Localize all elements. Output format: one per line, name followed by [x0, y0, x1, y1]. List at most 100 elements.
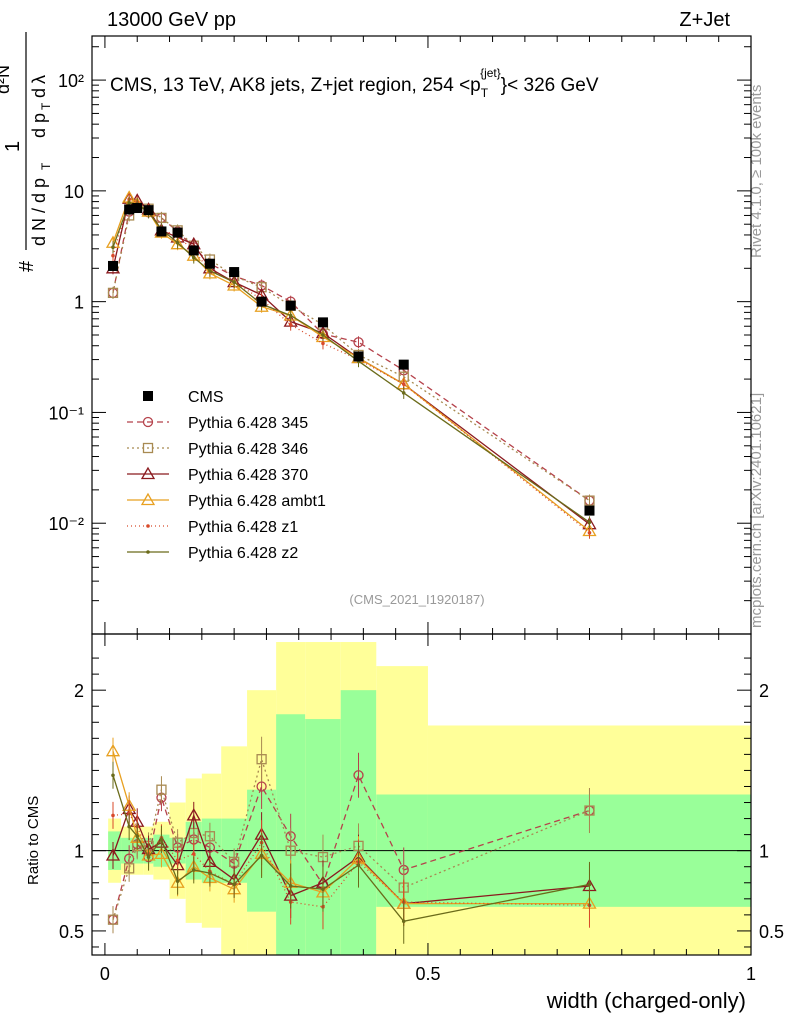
series-4-point-14	[587, 530, 592, 535]
reference-point-4	[156, 226, 167, 237]
ratio-3-point-0	[105, 743, 121, 757]
x-tick-label: 0.5	[415, 964, 440, 984]
ratio-5-point-3	[146, 855, 151, 859]
svg-text:d²N: d²N	[0, 65, 13, 94]
svg-text:#: #	[16, 260, 38, 272]
ratio-5-point-5	[175, 879, 180, 883]
ratio-line-4	[112, 813, 590, 908]
ratio-5-point-13	[401, 919, 406, 924]
legend-label-0: CMS	[188, 389, 224, 406]
series-4-point-13	[401, 382, 406, 386]
reference-label: (CMS_2021_I1920187)	[349, 592, 484, 607]
ratio-4-point-0	[111, 813, 115, 818]
chart-title: CMS, 13 TeV, AK8 jets, Z+jet region, 254…	[110, 66, 599, 100]
x-tick-label: 0	[100, 964, 110, 984]
series-5-point-5	[175, 240, 180, 245]
reference-point-8	[229, 267, 240, 278]
legend-label-3: Pythia 6.428 370	[188, 467, 308, 484]
svg-text:1: 1	[2, 141, 24, 152]
ratio-4-point-5	[175, 858, 180, 863]
series-0-point-12	[353, 337, 364, 348]
ratio-5-point-10	[288, 884, 293, 888]
legend-label-1: Pythia 6.428 345	[188, 415, 308, 432]
y-axis-label: # 1 d N / d p T # d p T d λ d²N	[0, 32, 53, 272]
ratio-3-point-4	[154, 846, 169, 860]
ratio-5-point-7	[208, 871, 212, 875]
ratio-tick-label-right: 0.5	[759, 922, 784, 942]
svg-text:d p: d p	[29, 113, 49, 138]
reference-point-14	[584, 505, 595, 516]
reference-point-5	[172, 227, 183, 238]
series-4-point-11	[321, 341, 325, 346]
reference-point-6	[188, 245, 199, 256]
legend-marker-6	[146, 550, 150, 554]
ratio-tick-label-left: 2	[74, 681, 84, 701]
svg-text:d: d	[29, 88, 49, 98]
ratio-5-point-11	[321, 887, 325, 891]
reference-point-13	[398, 359, 409, 370]
series-1-point-4	[156, 212, 167, 224]
legend-marker-2	[142, 442, 154, 454]
series-5-point-8	[232, 280, 236, 284]
series-4-point-0	[111, 253, 115, 258]
legend-marker-1	[142, 416, 154, 428]
series-5-point-14	[587, 520, 592, 525]
series-4-point-10	[288, 322, 293, 327]
ratio-band	[108, 642, 751, 955]
ratio-1-point-1	[123, 863, 135, 874]
svg-text:λ: λ	[29, 75, 49, 84]
ratio-4-point-6	[191, 852, 196, 856]
series-5-point-11	[321, 333, 325, 337]
series-line-3	[112, 196, 590, 532]
svg-text:d N / d p: d N / d p	[29, 178, 49, 246]
ratio-5-point-9	[259, 853, 264, 858]
ratio-5-point-8	[232, 882, 236, 887]
series-5-point-10	[288, 313, 293, 318]
svg-text:T: T	[39, 162, 53, 170]
ratio-1-point-9	[256, 754, 267, 765]
series-1-point-0	[107, 287, 119, 299]
legend: CMS Pythia 6.428 345 Pythia 6.428 346 Pythi…	[127, 389, 326, 562]
ratio-y-label: Ratio to CMS	[25, 796, 42, 885]
reference-point-11	[317, 317, 328, 328]
ratio-0-point-12	[353, 770, 364, 781]
ratio-2-point-6	[186, 808, 201, 821]
ratio-5-point-4	[159, 837, 164, 842]
axes: 0 0.5 1 10⁻² 10⁻¹ 1 10 10² 0.5 0.5 1 1 2 2	[48, 35, 784, 984]
ratio-5-point-12	[356, 863, 361, 867]
ratio-5-point-14	[587, 882, 592, 887]
ratio-frame	[91, 633, 752, 956]
ratio-5-point-6	[191, 868, 196, 872]
reference-point-12	[353, 351, 364, 362]
legend-label-6: Pythia 6.428 z2	[188, 545, 298, 562]
legend-marker-5	[146, 524, 150, 528]
header-right: Z+Jet	[679, 9, 730, 31]
ratio-line-1	[112, 756, 590, 920]
ratio-5-point-0	[111, 773, 115, 778]
series-1-point-14	[584, 495, 595, 506]
y-tick-label: 10²	[58, 71, 84, 91]
ratio-1-point-14	[584, 805, 595, 816]
header-left: 13000 GeV pp	[107, 9, 236, 31]
legend-label-2: Pythia 6.428 346	[188, 441, 308, 458]
y-tick-label: 10⁻¹	[48, 403, 84, 423]
ratio-tick-label-left: 0.5	[59, 922, 84, 942]
series-5-point-1	[127, 201, 131, 205]
ratio-2-point-0	[105, 848, 121, 861]
main-series	[105, 190, 597, 539]
x-axis-label: width (charged-only)	[546, 988, 746, 1013]
ratio-1-point-7	[204, 831, 216, 842]
side-label-bottom: mcplots.cern.ch [arXiv:2401.10621]	[748, 393, 765, 628]
svg-text:T: T	[39, 102, 53, 110]
reference-point-0	[107, 260, 118, 271]
side-label-top: Rivet 4.1.0, ≥ 100k events	[748, 85, 765, 258]
reference-point-2	[132, 203, 143, 214]
ratio-series	[105, 736, 597, 944]
x-tick-label: 1	[746, 964, 756, 984]
ratio-0-point-9	[256, 781, 267, 792]
ratio-5-point-1	[127, 824, 131, 829]
y-tick-label: 10⁻²	[48, 514, 84, 534]
ratio-tick-label-right: 2	[759, 681, 769, 701]
y-tick-label: 10	[64, 182, 84, 202]
